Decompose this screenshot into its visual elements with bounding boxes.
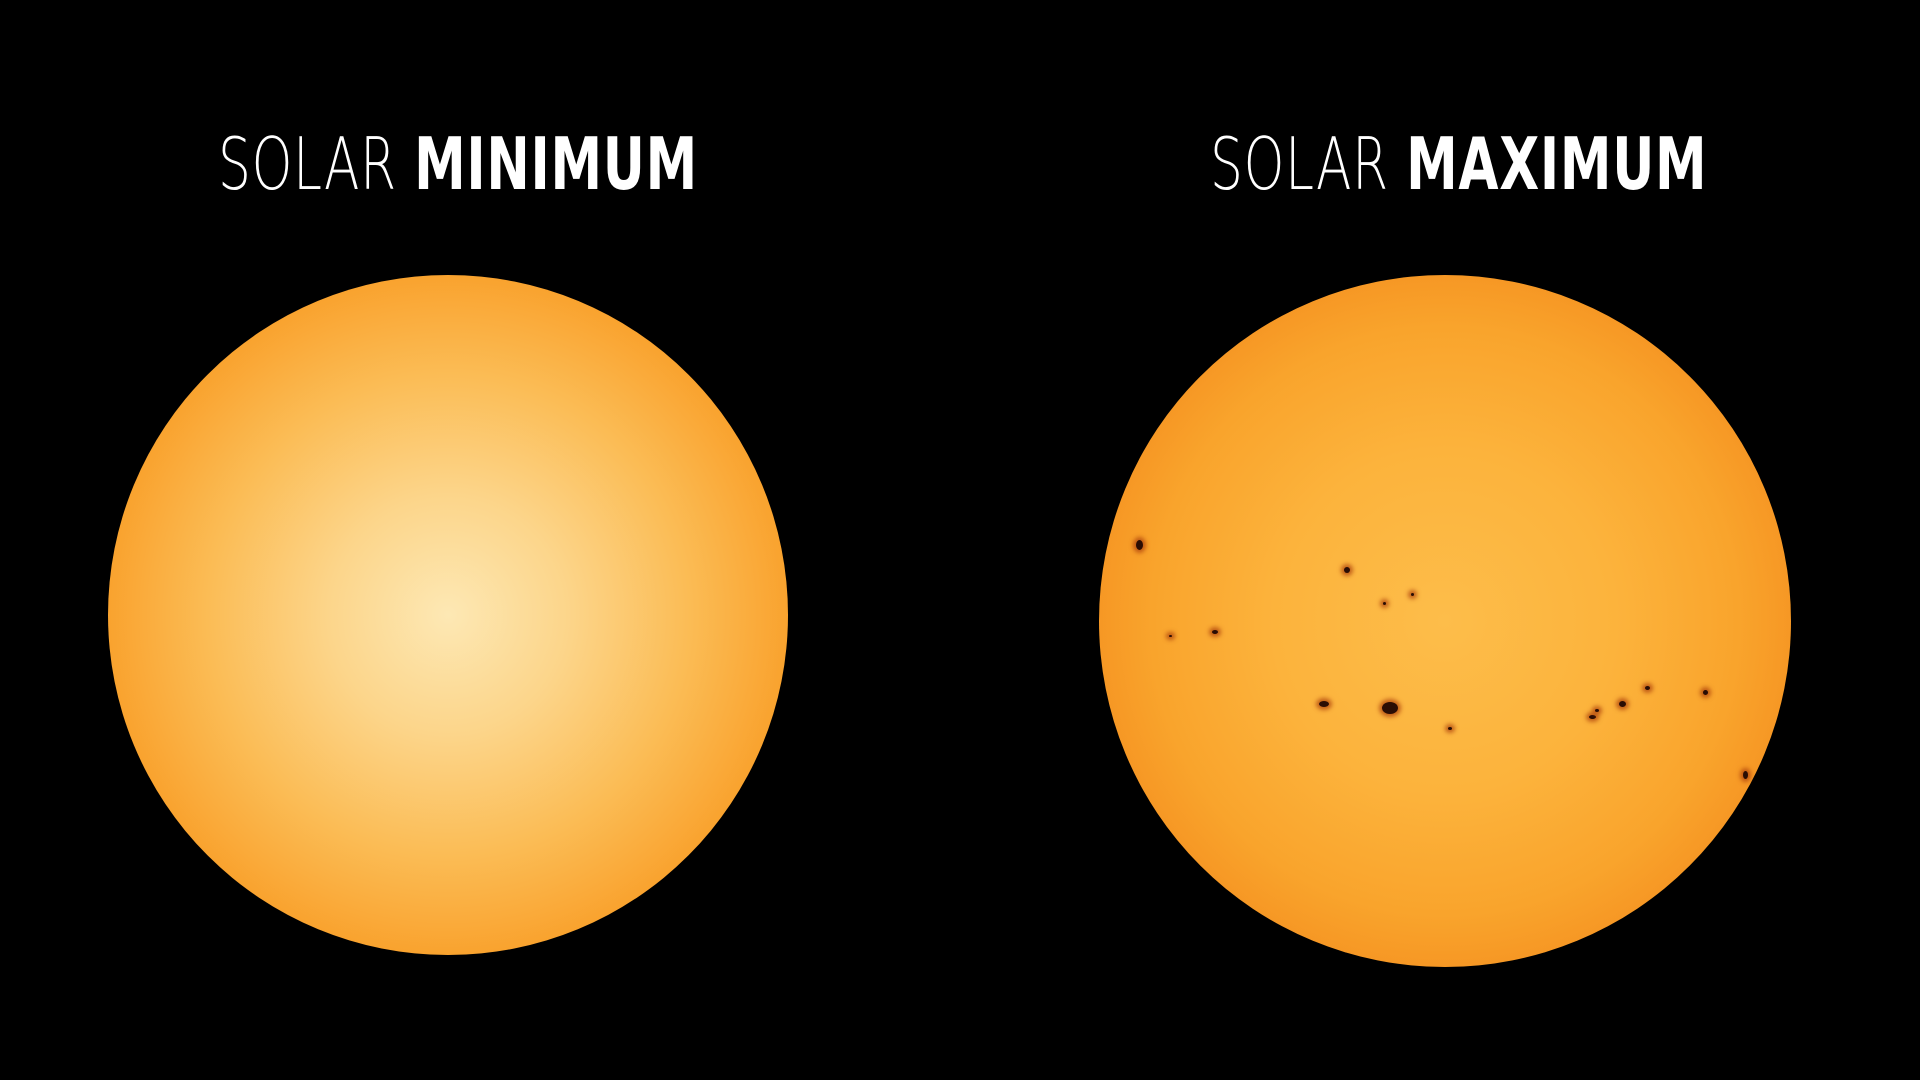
title-bold: MINIMUM — [414, 122, 698, 206]
sunspot — [1644, 686, 1650, 690]
sunspot — [1168, 635, 1172, 637]
title-solar-maximum: SOLAR MAXIMUM — [1210, 122, 1707, 206]
sunspot — [1344, 567, 1350, 573]
sunspot — [1588, 715, 1596, 719]
sunspot — [1448, 726, 1452, 730]
sunspot — [1618, 701, 1626, 707]
sunspot — [1382, 702, 1398, 714]
title-solar-minimum: SOLAR MINIMUM — [218, 122, 698, 206]
sunspot — [1595, 708, 1599, 712]
title-bold: MAXIMUM — [1406, 122, 1708, 206]
sunspot — [1742, 771, 1748, 779]
sunspot — [1319, 701, 1329, 707]
title-light: SOLAR — [218, 122, 397, 206]
sun-solar-maximum — [1099, 275, 1791, 967]
sunspot — [1702, 689, 1708, 695]
title-light: SOLAR — [1210, 122, 1389, 206]
sunspot — [1410, 592, 1414, 596]
sun-solar-minimum — [108, 275, 788, 955]
sunspot — [1212, 630, 1218, 634]
sunspot — [1135, 540, 1143, 550]
sunspot — [1382, 601, 1386, 605]
